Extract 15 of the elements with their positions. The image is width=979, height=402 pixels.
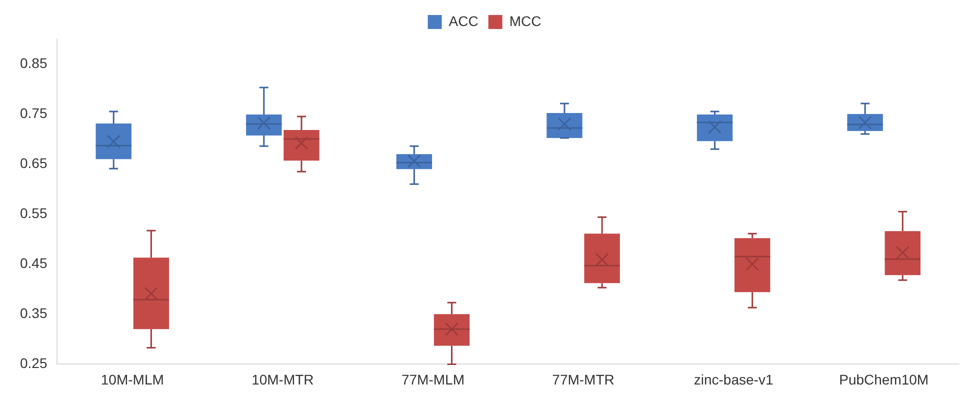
y-tick-label: 0.35: [20, 305, 48, 322]
x-tick-label: 77M-MTR: [552, 371, 614, 388]
x-tick-label: PubChem10M: [839, 371, 929, 388]
x-tick-label: 10M-MLM: [100, 371, 164, 388]
y-tick-label: 0.55: [20, 204, 48, 221]
y-tick-label: 0.45: [20, 255, 48, 271]
x-tick-label: 10M-MTR: [252, 371, 314, 388]
y-tick-label: 0.85: [20, 54, 48, 71]
y-tick-label: 0.75: [20, 104, 48, 121]
legend-label: MCC: [509, 12, 542, 29]
x-tick-label: zinc-base-v1: [694, 371, 774, 388]
y-tick-label: 0.65: [20, 154, 48, 171]
y-tick-label: 0.25: [20, 355, 48, 372]
legend-label: ACC: [448, 12, 478, 29]
x-tick-label: 77M-MLM: [401, 371, 464, 388]
